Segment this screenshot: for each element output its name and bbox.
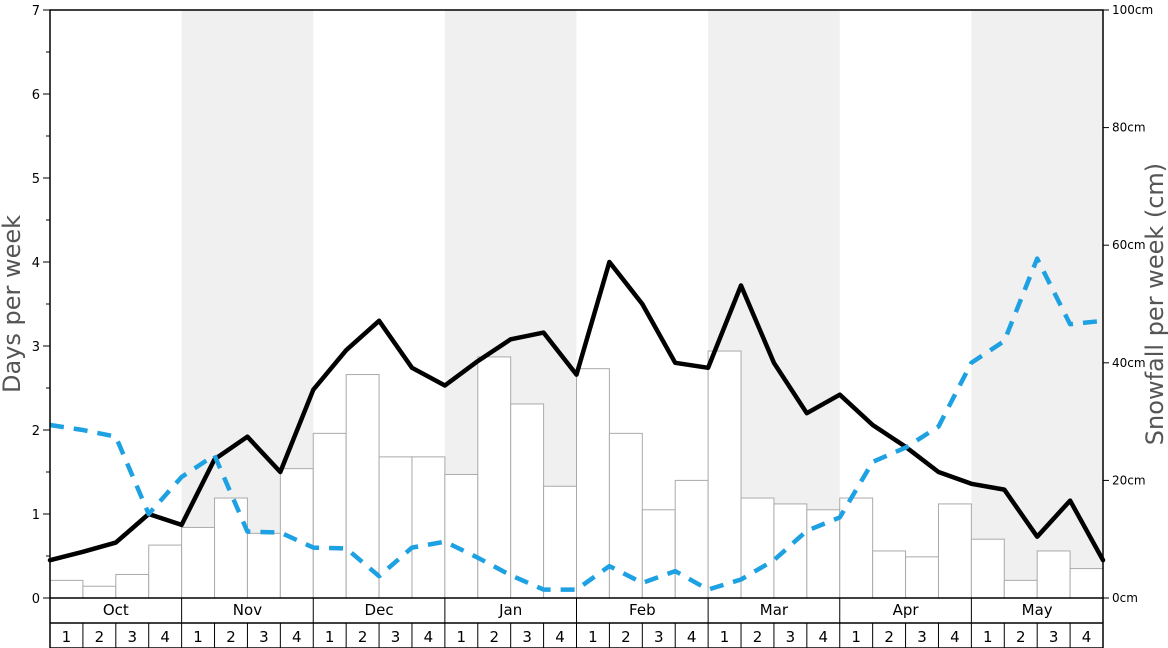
snowfall-bar [345, 374, 380, 599]
snowfall-bar [246, 532, 281, 599]
month-shade [971, 10, 1103, 598]
week-label: 2 [95, 628, 105, 646]
month-label: Jan [498, 601, 522, 619]
snowfall-bar [181, 526, 216, 599]
snowfall-bar [543, 485, 577, 599]
week-label: 1 [457, 628, 467, 646]
month-label: Oct [103, 601, 129, 619]
snowfall-bar [970, 538, 1005, 599]
snowfall-bar [115, 573, 150, 599]
month-label: Apr [893, 601, 920, 619]
week-label: 2 [884, 628, 894, 646]
right-axis-tick-label: 40cm [1112, 356, 1146, 370]
month-shading [181, 10, 1103, 598]
snowfall-bar [312, 432, 347, 599]
week-label: 2 [753, 628, 763, 646]
snowfall-bar [49, 579, 84, 599]
week-label: 1 [325, 628, 335, 646]
month-label: Feb [629, 601, 656, 619]
week-label: 4 [160, 628, 170, 646]
week-label: 4 [292, 628, 302, 646]
week-label: 3 [391, 628, 401, 646]
week-label: 3 [786, 628, 796, 646]
week-label: 2 [1016, 628, 1026, 646]
week-label: 4 [950, 628, 960, 646]
week-label: 4 [555, 628, 565, 646]
snowfall-bar [214, 497, 248, 599]
right-axis: 0cm 20cm 40cm 60cm 80cm 100cm [1103, 3, 1153, 605]
snowfall-bar [905, 556, 939, 599]
week-label: 3 [917, 628, 927, 646]
snowfall-bar [740, 497, 775, 599]
snowfall-bar [872, 550, 907, 599]
week-label: 3 [259, 628, 269, 646]
right-axis-tick-label: 100cm [1112, 3, 1153, 17]
month-label: Nov [233, 601, 262, 619]
snowfall-bar [411, 456, 446, 599]
snowfall-bar [510, 403, 545, 599]
left-axis-tick-label: 0 [32, 592, 40, 607]
snowfall-bar [608, 432, 643, 599]
month-label: Dec [365, 601, 394, 619]
left-axis-tick-label: 7 [32, 4, 40, 19]
right-axis-tick-label: 0cm [1112, 591, 1138, 605]
left-axis-tick-label: 6 [32, 88, 40, 103]
week-label: 4 [424, 628, 434, 646]
left-axis-tick-label: 4 [32, 256, 40, 271]
snowfall-bar [576, 368, 610, 599]
snowfall-bar [1036, 550, 1071, 599]
week-label: 3 [654, 628, 664, 646]
snowfall-bar [937, 503, 972, 599]
snowfall-bar [641, 509, 676, 599]
week-label: 1 [851, 628, 861, 646]
snowfall-bars [49, 350, 1104, 599]
month-label: May [1022, 601, 1053, 619]
week-label: 3 [522, 628, 532, 646]
snowfall-bar [1003, 579, 1038, 599]
month-label: Mar [760, 601, 789, 619]
week-label: 1 [720, 628, 730, 646]
left-axis-tick-label: 2 [32, 424, 40, 439]
snowfall-bar [707, 350, 742, 599]
right-axis-tick-label: 80cm [1112, 121, 1146, 135]
week-label: 4 [687, 628, 697, 646]
week-label: 4 [1082, 628, 1092, 646]
right-axis-tick-label: 60cm [1112, 238, 1146, 252]
left-axis: 0 1 2 3 4 5 6 7 [32, 4, 50, 607]
week-label: 3 [127, 628, 137, 646]
left-axis-tick-label: 5 [32, 172, 40, 187]
week-label: 1 [62, 628, 72, 646]
week-label: 4 [819, 628, 829, 646]
snowfall-bar [148, 544, 183, 599]
solid-line-series [47, 259, 1106, 563]
week-label: 1 [983, 628, 993, 646]
snowfall-bar [839, 497, 874, 599]
right-axis-tick-label: 20cm [1112, 473, 1146, 487]
dashed-line-series [49, 256, 1104, 592]
week-label: 2 [621, 628, 631, 646]
snowfall-bar [477, 356, 512, 599]
week-label: 3 [1049, 628, 1059, 646]
right-axis-title: Snowfall per week (cm) [1141, 163, 1168, 445]
week-label: 1 [193, 628, 203, 646]
week-label: 2 [226, 628, 236, 646]
snowfall-bar [378, 456, 413, 599]
week-label: 2 [358, 628, 368, 646]
left-axis-title: Days per week [0, 215, 26, 393]
snowfall-bar [773, 503, 808, 599]
week-label: 2 [489, 628, 499, 646]
snowfall-bar [444, 474, 479, 599]
week-label: 1 [588, 628, 598, 646]
snowfall-bar [1069, 568, 1104, 599]
snowfall-bar [82, 585, 117, 599]
left-axis-tick-label: 1 [32, 508, 40, 523]
month-axis: Oct 1 2 3 4 Nov 1 2 3 4 Dec 1 2 3 4 Jan 1 2 3 4 Feb 1 2 3 4 Mar 1 2… [49, 598, 1104, 648]
left-axis-tick-label: 3 [32, 340, 40, 355]
